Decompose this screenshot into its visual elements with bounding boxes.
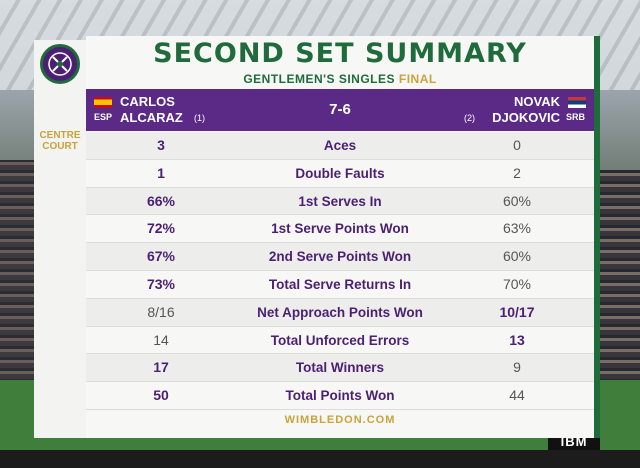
round-name: FINAL <box>398 72 437 86</box>
summary-panel: SECOND SET SUMMARY GENTLEMEN'S SINGLES F… <box>86 36 600 438</box>
stat-label: Total Winners <box>295 360 385 376</box>
court-name: CENTRE COURT <box>34 130 86 152</box>
panel-title: SECOND SET SUMMARY <box>153 38 527 69</box>
bottom-black-bar <box>0 450 640 468</box>
stat-label: Aces <box>323 138 357 153</box>
stat-row: 72% 1st Serve Points Won 63% <box>86 215 594 244</box>
player2-stat: 60% <box>502 192 532 209</box>
player1-stat: 17 <box>153 359 169 376</box>
stat-label: 2nd Serve Points Won <box>268 249 412 265</box>
player2-stat: 70% <box>502 275 532 292</box>
panel-subtitle: GENTLEMEN'S SINGLES FINAL <box>86 72 594 86</box>
player2-stat: 0 <box>513 137 521 153</box>
stat-label: 1st Serves In <box>298 193 382 209</box>
website-footer: WIMBLEDON.COM <box>284 414 396 426</box>
stat-row: 50 Total Points Won 44 <box>86 382 594 410</box>
player2-stat: 60% <box>502 248 532 265</box>
player2-stat: 13 <box>509 331 525 348</box>
player1-last-name: ALCARAZ <box>120 110 183 125</box>
stat-row: 3 Aces 0 <box>86 132 594 160</box>
player2-last-name: DJOKOVIC <box>492 110 560 125</box>
player1-first-name: CARLOS <box>120 94 175 109</box>
player1-stat: 14 <box>153 331 169 348</box>
stat-label: Total Serve Returns In <box>268 276 412 292</box>
stat-label: Double Faults <box>295 165 385 181</box>
player1-stat: 66% <box>146 192 176 209</box>
player1-stat: 67% <box>146 248 176 265</box>
stat-row: 1 Double Faults 2 <box>86 159 594 188</box>
event-name: GENTLEMEN'S SINGLES <box>243 72 396 86</box>
player2-stat: 2 <box>513 164 521 181</box>
wimbledon-logo-icon <box>40 44 80 84</box>
stat-row: 17 Total Winners 9 <box>86 354 594 383</box>
stat-row: 67% 2nd Serve Points Won 60% <box>86 243 594 271</box>
player1-stat: 73% <box>146 275 176 292</box>
player1-stat: 72% <box>146 220 176 237</box>
player2-stat: 10/17 <box>499 303 535 320</box>
player1-country: ESP <box>94 112 113 122</box>
set-score: 7-6 <box>329 101 351 118</box>
scoreboard-header: ESP CARLOS ALCARAZ (1) 7-6 (2) NOVAK DJO… <box>86 89 594 131</box>
player1-stat: 50 <box>153 387 169 404</box>
stat-label: Total Unforced Errors <box>270 332 410 348</box>
player1-stat: 3 <box>157 137 165 153</box>
player2-stat: 44 <box>509 387 525 404</box>
player2-first-name: NOVAK <box>514 94 560 109</box>
player1-seed: (1) <box>194 113 205 123</box>
player2-country: SRB <box>566 112 586 122</box>
stat-label: 1st Serve Points Won <box>271 221 409 237</box>
court-name-line-2: COURT <box>42 141 78 152</box>
spain-flag-icon <box>94 97 112 108</box>
player1-stat: 8/16 <box>147 303 175 320</box>
crowd-right-background <box>600 170 640 390</box>
stat-label: Total Points Won <box>285 388 395 404</box>
player2-stat: 9 <box>513 359 521 376</box>
player2-stat: 63% <box>502 220 532 237</box>
stat-row: 66% 1st Serves In 60% <box>86 187 594 216</box>
crowd-left-background <box>0 160 40 390</box>
stat-row: 73% Total Serve Returns In 70% <box>86 270 594 299</box>
serbia-flag-icon <box>568 97 586 108</box>
player1-stat: 1 <box>157 164 165 181</box>
stat-label: Net Approach Points Won <box>257 304 423 320</box>
player2-seed: (2) <box>464 113 475 123</box>
stats-table: 3 Aces 0 1 Double Faults 2 66% 1st Serve… <box>86 132 594 410</box>
stat-row: 8/16 Net Approach Points Won 10/17 <box>86 298 594 327</box>
stat-row: 14 Total Unforced Errors 13 <box>86 326 594 355</box>
court-name-line-1: CENTRE <box>39 130 81 141</box>
sidebar: CENTRE COURT <box>34 40 86 438</box>
